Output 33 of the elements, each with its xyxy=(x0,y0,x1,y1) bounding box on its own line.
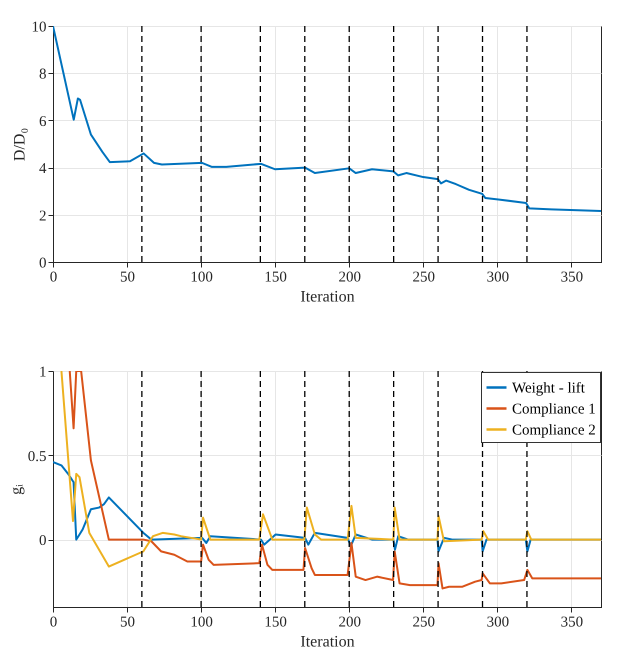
x-tick-label: 350 xyxy=(560,614,584,630)
x-tick-label: 300 xyxy=(486,270,510,286)
y-axis-title: gᵢ xyxy=(8,484,25,495)
y-tick-label: 1 xyxy=(39,364,46,380)
y-tick-label: 0 xyxy=(39,533,46,550)
legend-label: Compliance 2 xyxy=(512,422,596,438)
y-tick-label: 4 xyxy=(39,161,47,178)
y-tick-label: 0 xyxy=(39,256,46,272)
x-tick-label: 50 xyxy=(120,614,136,630)
x-tick-label: 100 xyxy=(190,614,213,630)
y-tick-label: 10 xyxy=(32,20,46,36)
y-tick-label: 6 xyxy=(39,114,47,130)
x-tick-label: 300 xyxy=(486,614,510,630)
x-tick-label: 200 xyxy=(338,614,361,630)
x-tick-label: 50 xyxy=(120,270,136,286)
y-tick-label: 2 xyxy=(39,208,46,224)
line-series xyxy=(53,26,601,212)
y-tick-label: 0.5 xyxy=(28,448,46,465)
legend-label: Weight - lift xyxy=(512,380,586,396)
x-tick-label: 0 xyxy=(50,270,58,286)
x-tick-label: 150 xyxy=(264,270,287,286)
legend-label: Compliance 1 xyxy=(512,402,596,418)
x-tick-label: 0 xyxy=(50,614,58,630)
x-axis-title: Iteration xyxy=(300,288,355,306)
x-axis-title: Iteration xyxy=(300,634,355,650)
x-tick-label: 150 xyxy=(264,614,287,630)
x-tick-label: 350 xyxy=(560,270,584,286)
x-tick-label: 200 xyxy=(338,270,361,286)
x-tick-label: 250 xyxy=(412,614,436,630)
y-axis-title: D/D₀ xyxy=(12,128,28,162)
x-tick-label: 100 xyxy=(190,270,213,286)
x-tick-label: 250 xyxy=(412,270,436,286)
y-tick-label: 8 xyxy=(39,66,46,83)
